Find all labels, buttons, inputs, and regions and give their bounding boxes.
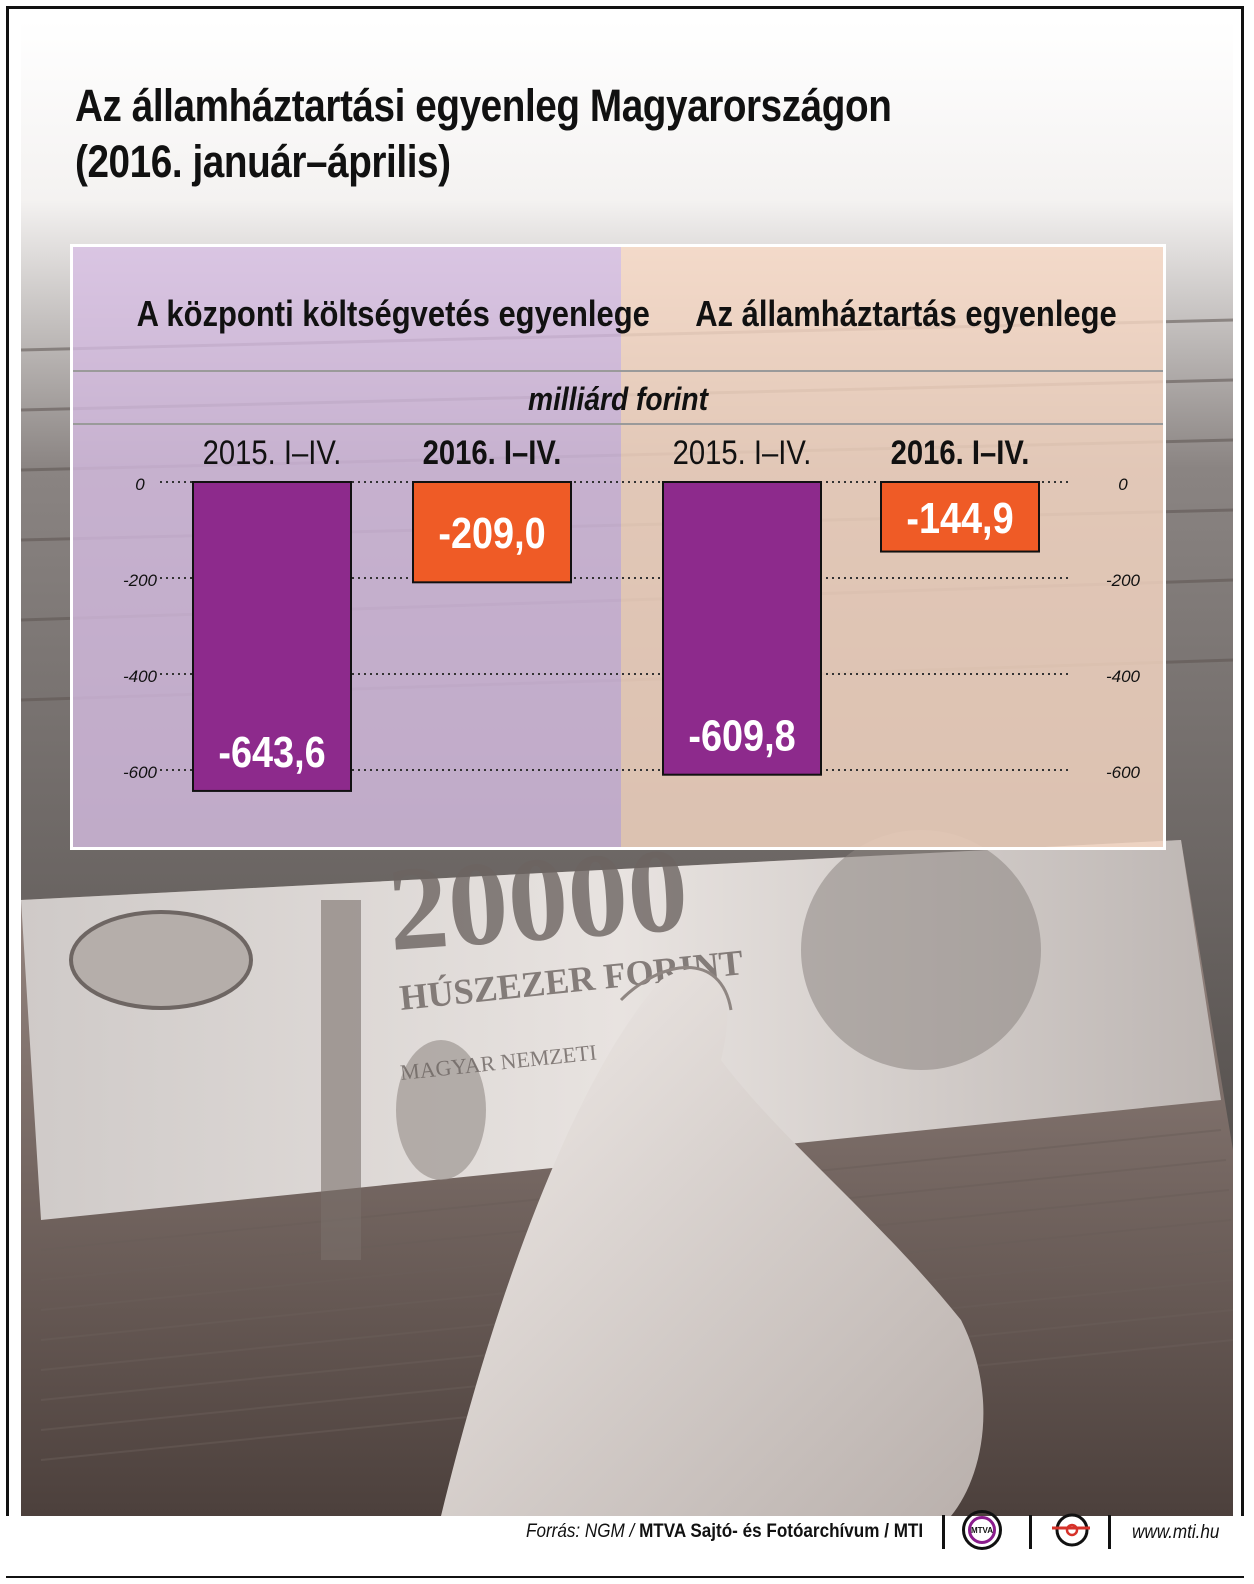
value-label-0-1: -209,0: [438, 508, 545, 557]
bar-1-1: [880, 481, 1040, 553]
y-tick-label-0-0: 0: [135, 475, 145, 494]
y-tick-label-0-2: -400: [123, 667, 158, 686]
footer-separator-1: [942, 1515, 945, 1549]
value-label-1-0: -609,8: [688, 711, 795, 760]
y-tick-label-1-1: -200: [1106, 571, 1141, 590]
footer: [0, 1516, 1254, 1576]
category-label-1-1: 2016. I–IV.: [891, 433, 1030, 472]
y-tick-label-1-3: -600: [1106, 763, 1141, 782]
unit-divider: [73, 423, 1163, 425]
mtva-logo-text: MTVA: [970, 1525, 994, 1535]
footer-separator-2: [1029, 1515, 1032, 1549]
title-line-1: Az államháztartási egyenleg Magyarország…: [75, 80, 892, 131]
infographic-title: Az államháztartási egyenleg Magyarország…: [75, 78, 892, 190]
value-label-0-0: -643,6: [218, 727, 325, 776]
y-tick-label-1-2: -400: [1106, 667, 1141, 686]
category-label-0-1: 2016. I–IV.: [423, 433, 562, 472]
value-label-1-1: -144,9: [906, 493, 1013, 542]
category-label-1-0: 2015. I–IV.: [673, 433, 812, 472]
bar-1-0: [662, 481, 822, 776]
balance-bar-chart: 0 -200 -400 -600 0 -200 -400 -600 2015. I–IV. -64…: [123, 433, 1141, 792]
title-line-2: (2016. január–április): [75, 136, 451, 187]
header-divider: [73, 370, 1163, 372]
category-label-0-0: 2015. I–IV.: [203, 433, 342, 472]
y-tick-label-1-0: 0: [1118, 475, 1128, 494]
footer-separator-3: [1108, 1515, 1111, 1549]
general-government-heading: Az államháztartás egyenlege: [695, 293, 1117, 334]
source-credit: Forrás: NGM / MTVA Sajtó- és Fotóarchívu…: [526, 1521, 923, 1543]
y-tick-label-0-1: -200: [123, 571, 158, 590]
y-tick-label-0-3: -600: [123, 763, 158, 782]
source-prefix: Forrás: NGM /: [526, 1521, 640, 1542]
bar-0-0: [192, 481, 352, 792]
website-link[interactable]: www.mti.hu: [1132, 1522, 1220, 1543]
unit-label: milliárd forint: [528, 381, 708, 417]
source-organisation: MTVA Sajtó- és Fotóarchívum / MTI: [639, 1521, 924, 1542]
bar-0-1: [412, 481, 572, 584]
mti-logo-icon: [1052, 1513, 1090, 1547]
mtva-logo: MTVA: [962, 1510, 1002, 1550]
